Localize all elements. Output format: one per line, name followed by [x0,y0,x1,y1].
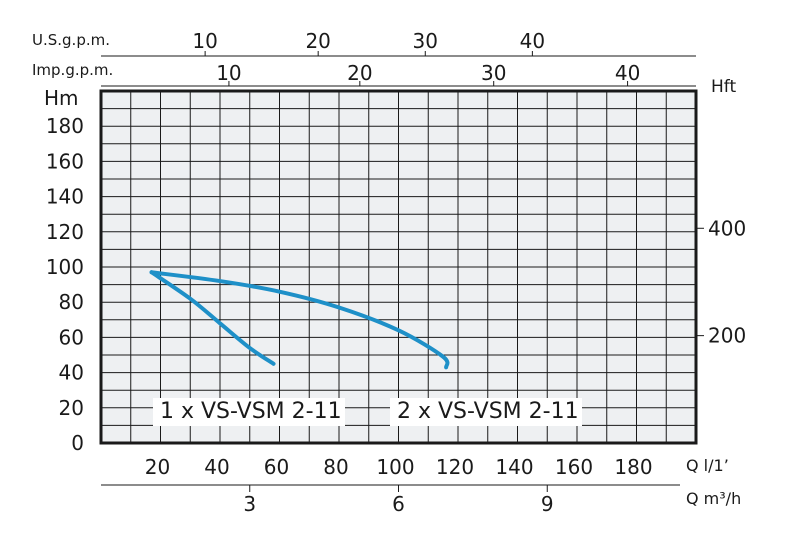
y-tick-label: 120 [46,220,84,244]
usgpm-axis-label: U.S.g.p.m. [32,31,110,49]
chart-series [149,270,450,370]
usgpm-tick-label: 40 [520,29,545,53]
chart-labels: 0 20 40 60 80 100 120 140 160 180 Hm Hft 200 400 20 40 6… [32,29,746,516]
y-tick-label: 20 [59,396,84,420]
y-tick-label: 60 [59,325,84,349]
x-tick-label: 60 [264,455,289,479]
y-axis-label-hft: Hft [711,77,736,97]
m3h-tick-label: 3 [243,492,256,516]
impgpm-tick-label: 30 [481,61,506,85]
x-tick-label: 180 [614,455,652,479]
chart-grid [101,91,696,443]
plot-frame [99,89,698,445]
series-line-1 [149,270,276,366]
y-tick-label: 180 [46,114,84,138]
legend-label-1: 1 x VS-VSM 2-11 [160,399,342,424]
legend-background-1 [153,398,345,426]
hft-tick-label: 400 [708,216,746,240]
x-tick-label: 120 [436,455,474,479]
y-tick-label: 140 [46,185,84,209]
x-tick-label: 160 [555,455,593,479]
m3h-tick-label: 9 [541,492,554,516]
impgpm-tick-label: 20 [347,61,372,85]
y-tick-label: 80 [59,290,84,314]
usgpm-tick-label: 10 [192,29,217,53]
legend-background-2 [390,398,582,426]
y-tick-label: 100 [46,255,84,279]
impgpm-axis-label: Imp.g.p.m. [32,61,113,79]
x-tick-label: 40 [204,455,229,479]
x-axis-label-lpm: Q l/1’ [686,456,729,475]
x-tick-label: 20 [145,455,170,479]
impgpm-tick-label: 40 [615,61,640,85]
x-axis-label-m3h: Q m³/h [686,489,741,508]
y-tick-label: 40 [59,361,84,385]
y-tick-label: 0 [71,431,84,455]
legend-label-2: 2 x VS-VSM 2-11 [397,399,579,424]
usgpm-tick-label: 30 [413,29,438,53]
x-tick-label: 100 [376,455,414,479]
hft-tick-label: 200 [708,324,746,348]
x-tick-label: 140 [495,455,533,479]
impgpm-tick-label: 10 [216,61,241,85]
chart-legend: 1 x VS-VSM 2-11 2 x VS-VSM 2-11 [153,398,582,426]
y-axis-label-hm: Hm [44,86,79,110]
series-line-2 [149,270,450,370]
usgpm-tick-label: 20 [305,29,330,53]
x-tick-label: 80 [323,455,348,479]
m3h-tick-label: 6 [392,492,405,516]
y-tick-label: 160 [46,149,84,173]
